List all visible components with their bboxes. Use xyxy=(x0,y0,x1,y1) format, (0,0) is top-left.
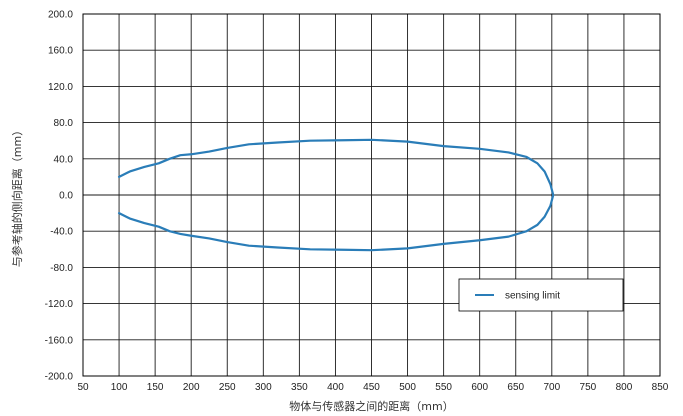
y-tick-label: 40.0 xyxy=(54,154,74,165)
legend: sensing limit xyxy=(458,278,624,312)
y-axis-title: 与参考轴的侧向距离（mm） xyxy=(10,125,24,267)
plot-frame xyxy=(82,13,661,377)
x-tick-labels: 50 100 150 200 250 300 350 400 450 500 550 600 650 70… xyxy=(77,382,668,393)
x-axis-title: 物体与传感器之间的距离（mm） xyxy=(289,399,453,413)
x-tick-label: 700 xyxy=(543,382,560,393)
x-tick-label: 850 xyxy=(652,382,669,393)
x-tick-label: 400 xyxy=(327,382,344,393)
x-tick-label: 750 xyxy=(580,382,597,393)
x-tick-label: 250 xyxy=(219,382,236,393)
x-tick-label: 100 xyxy=(111,382,128,393)
grid-lines xyxy=(83,14,660,376)
x-tick-label: 800 xyxy=(616,382,633,393)
x-tick-label: 500 xyxy=(399,382,416,393)
x-tick-label: 200 xyxy=(183,382,200,393)
y-tick-label: -120.0 xyxy=(45,299,74,310)
x-tick-label: 650 xyxy=(507,382,524,393)
series-line-sensing-limit xyxy=(117,138,555,252)
x-tick-label: 550 xyxy=(435,382,452,393)
y-tick-label: 80.0 xyxy=(54,118,74,129)
x-tick-label: 350 xyxy=(291,382,308,393)
legend-label-sensing-limit: sensing limit xyxy=(505,291,560,302)
x-tick-label: 300 xyxy=(255,382,272,393)
x-tick-label: 450 xyxy=(363,382,380,393)
y-tick-label: -80.0 xyxy=(50,263,73,274)
y-tick-labels: 200.0 160.0 120.0 80.0 40.0 0.0 -40.0 -80.0 -120… xyxy=(45,10,74,383)
y-tick-label: -200.0 xyxy=(45,372,74,383)
y-tick-label: 200.0 xyxy=(48,10,73,21)
y-tick-label: 0.0 xyxy=(59,191,73,202)
x-tick-label: 50 xyxy=(77,382,89,393)
x-tick-label: 150 xyxy=(147,382,164,393)
y-tick-label: -40.0 xyxy=(50,227,73,238)
x-tick-label: 600 xyxy=(471,382,488,393)
y-tick-label: 120.0 xyxy=(48,82,73,93)
y-tick-label: 160.0 xyxy=(48,46,73,57)
y-tick-label: -160.0 xyxy=(45,335,74,346)
